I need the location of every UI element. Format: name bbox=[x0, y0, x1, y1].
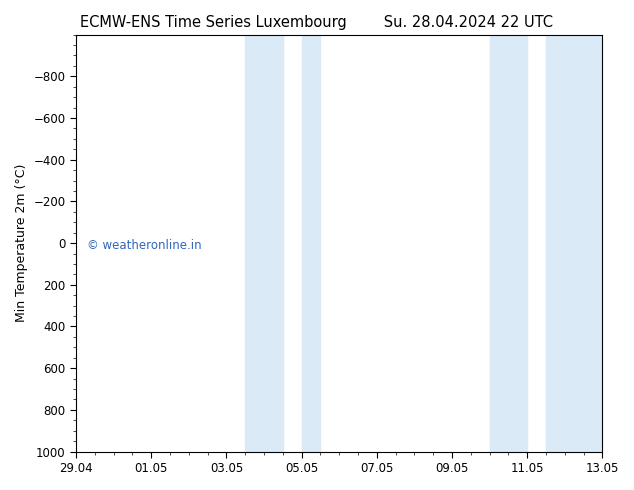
Bar bbox=[302, 35, 320, 452]
Text: © weatheronline.in: © weatheronline.in bbox=[87, 239, 201, 252]
Text: ECMW-ENS Time Series Luxembourg        Su. 28.04.2024 22 UTC: ECMW-ENS Time Series Luxembourg Su. 28.0… bbox=[81, 15, 553, 30]
Y-axis label: Min Temperature 2m (°C): Min Temperature 2m (°C) bbox=[15, 164, 28, 322]
Bar bbox=[245, 35, 283, 452]
Bar bbox=[546, 35, 602, 452]
Bar bbox=[489, 35, 527, 452]
